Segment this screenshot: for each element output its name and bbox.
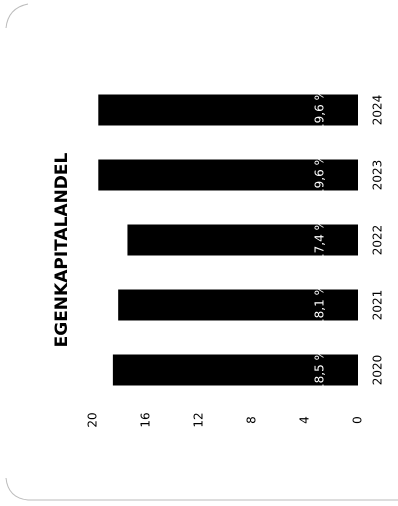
bar xyxy=(118,289,358,321)
bar xyxy=(98,94,359,126)
y-tick-label: 0 xyxy=(351,416,365,424)
y-tick-label: 20 xyxy=(86,412,100,427)
y-tick-label: 4 xyxy=(298,416,312,424)
value-label: 17,4 % xyxy=(313,219,327,261)
frame-bottom xyxy=(5,477,398,501)
x-tick-label: 2023 xyxy=(371,160,385,191)
x-tick-label: 2021 xyxy=(371,290,385,321)
y-tick-label: 8 xyxy=(245,416,259,424)
bar xyxy=(127,224,358,256)
x-tick-label: 2020 xyxy=(371,355,385,386)
y-tick-label: 12 xyxy=(192,412,206,427)
x-tick-label: 2024 xyxy=(371,95,385,126)
bar xyxy=(98,159,359,191)
x-tick-label: 2022 xyxy=(371,225,385,256)
value-label: 18,1 % xyxy=(313,284,327,326)
value-label: 19,6 % xyxy=(313,89,327,131)
frame-corner xyxy=(5,3,29,29)
value-label: 19,6 % xyxy=(313,154,327,196)
value-label: 18,5 % xyxy=(313,349,327,391)
bar xyxy=(112,354,358,386)
y-tick-label: 16 xyxy=(139,412,153,427)
chart-title: EGENKAPITALANDEL xyxy=(52,152,72,347)
